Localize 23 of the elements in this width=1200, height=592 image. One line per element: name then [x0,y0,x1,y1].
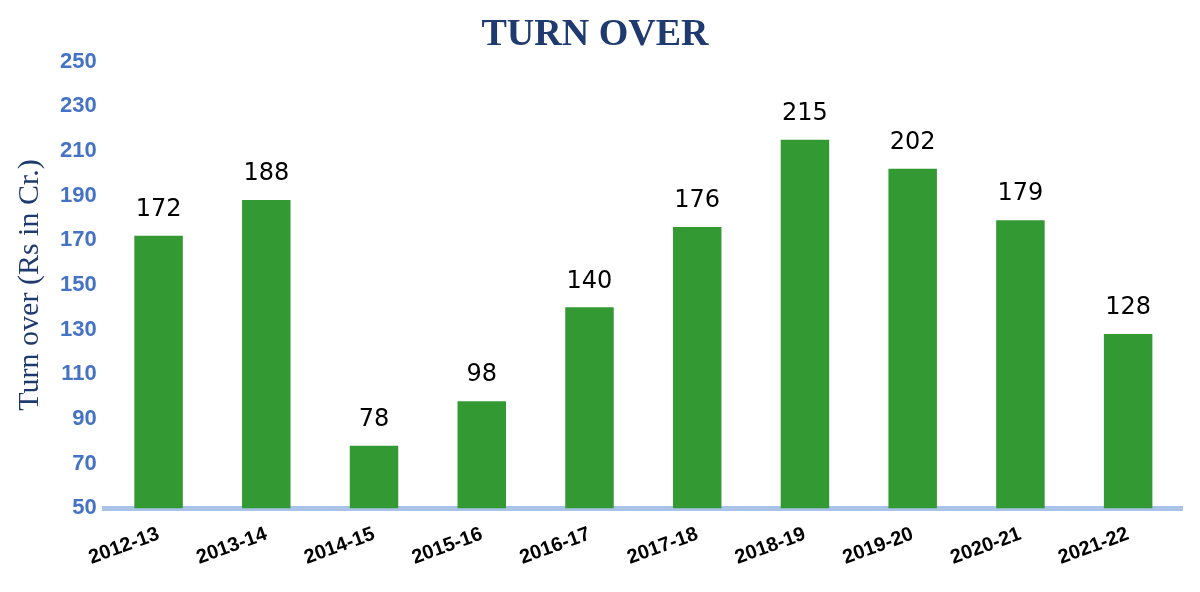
y-tick-label: 90 [72,405,97,431]
data-label: 98 [466,359,498,388]
y-axis-title: Turn over (Rs in Cr.) [10,159,45,411]
chart-title: TURN OVER [481,10,710,53]
y-tick-label: 70 [72,449,97,475]
y-tick-label: 170 [59,226,97,252]
data-label: 172 [135,194,182,223]
data-label: 176 [674,185,721,214]
data-label: 188 [243,158,290,187]
y-tick-label: 50 [72,494,97,520]
data-label: 128 [1105,292,1152,321]
y-tick-label: 230 [59,92,97,118]
data-label: 179 [997,178,1044,207]
data-label: 215 [782,98,828,127]
data-label: 202 [889,127,936,156]
data-label: 140 [566,265,613,294]
y-tick-label: 250 [59,47,97,73]
y-tick-label: 190 [59,181,97,207]
y-tick-label: 210 [59,137,97,163]
y-tick-label: 150 [59,271,97,297]
y-tick-label: 130 [59,315,97,341]
data-label: 78 [358,404,390,433]
y-tick-label: 110 [61,360,97,386]
